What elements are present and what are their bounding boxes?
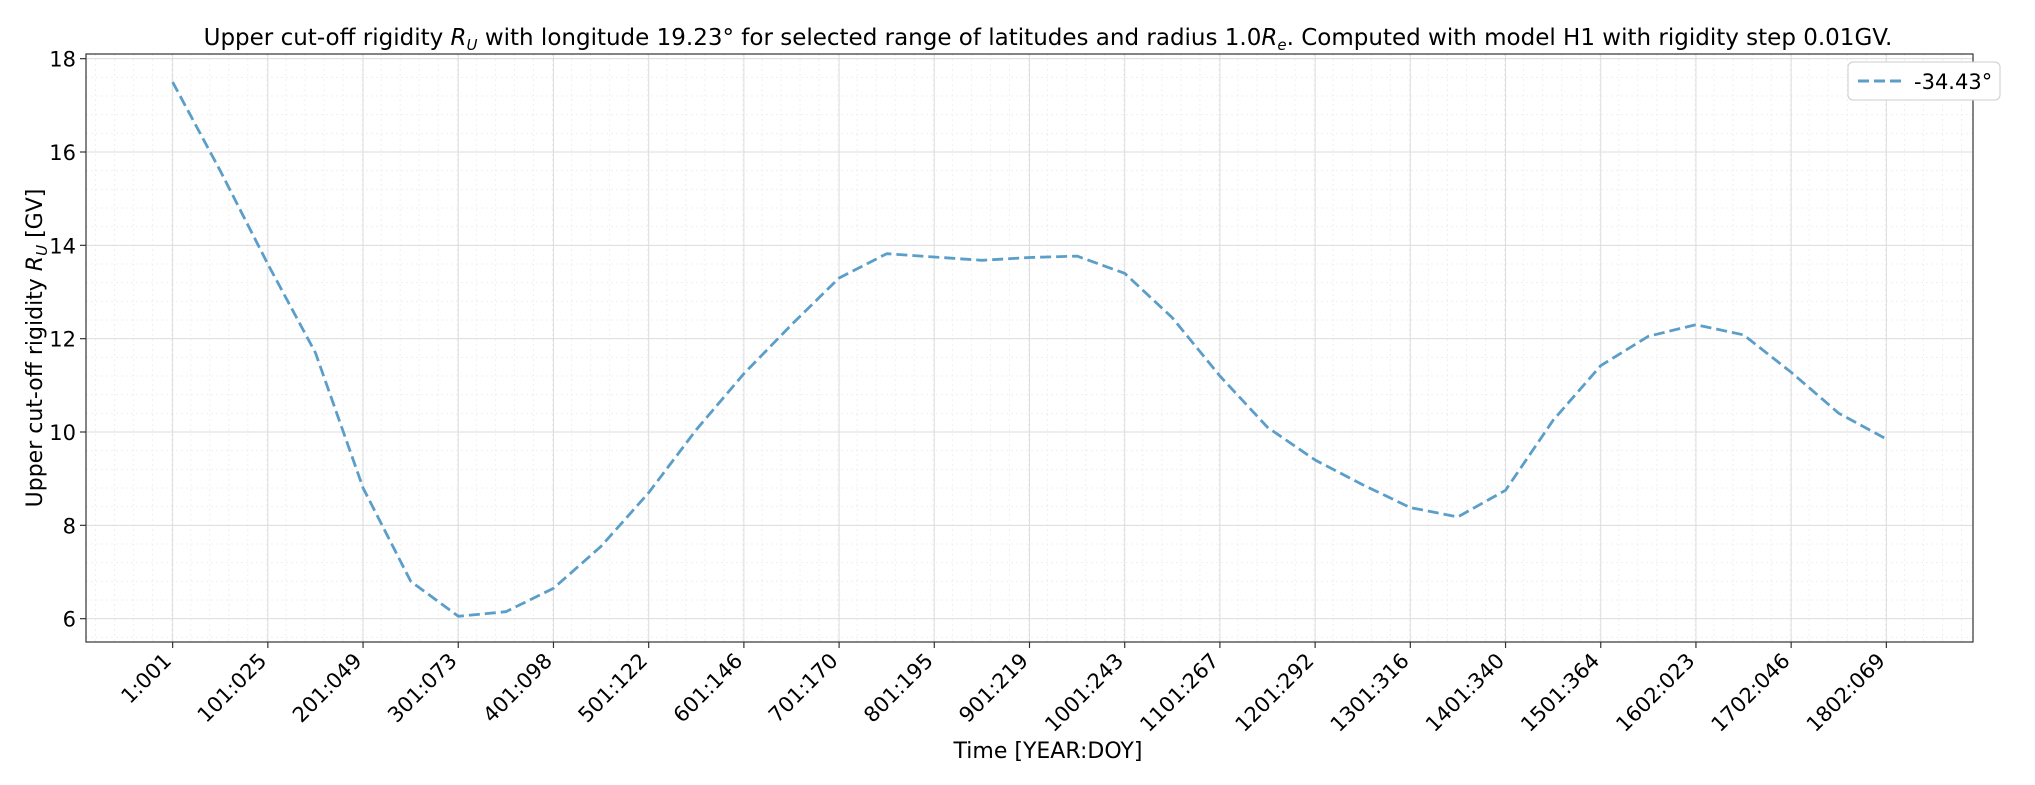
x-tick-label: 1201:292 [1231,649,1319,737]
y-tick-label: 10 [49,421,76,445]
x-axis-label: Time [YEAR:DOY] [953,739,1143,764]
x-tick-label: 901:219 [954,649,1033,728]
x-tick-label: 1802:069 [1802,649,1890,737]
x-tick-label: 301:073 [383,649,462,728]
x-tick-label: 1301:316 [1326,649,1414,737]
legend-box [1847,61,2001,101]
x-tick-label: 401:098 [478,649,557,728]
x-tick-label: 1702:046 [1707,649,1795,737]
series-line [171,81,1888,618]
x-axis: 1:001 101:025 201:049 301:073 401:098 501:122… [116,642,1890,737]
x-tick-label: 801:195 [859,649,938,728]
y-tick-label: 12 [49,328,76,352]
x-tick-label: 501:122 [574,649,653,728]
y-axis: 6 8 10 12 14 16 18 [49,48,86,632]
legend: -34.43° [1847,61,2001,101]
y-tick-label: 6 [63,608,76,632]
x-tick-label: 1401:340 [1421,649,1509,737]
x-tick-label: 1001:243 [1040,649,1128,737]
chart-title: Upper cut-off rigidity RU with longitude… [204,25,1893,54]
x-tick-label: 601:146 [669,649,748,728]
x-tick-label: 701:170 [764,649,843,728]
x-tick-label: 1602:023 [1611,649,1699,737]
x-tick-label: 1:001 [116,649,176,709]
grid [86,54,1973,642]
x-tick-label: 1501:364 [1516,649,1604,737]
y-tick-label: 18 [49,48,76,72]
legend-label: -34.43° [1914,70,1992,94]
x-tick-label: 201:049 [288,649,367,728]
x-tick-label: 101:025 [193,649,272,728]
y-tick-label: 14 [49,234,76,258]
y-axis-label: Upper cut-off rigidity RU [GV] [23,189,51,508]
y-tick-label: 16 [49,141,76,165]
x-tick-label: 1101:267 [1135,649,1223,737]
series-layer [171,81,1888,618]
y-tick-label: 8 [63,514,76,538]
